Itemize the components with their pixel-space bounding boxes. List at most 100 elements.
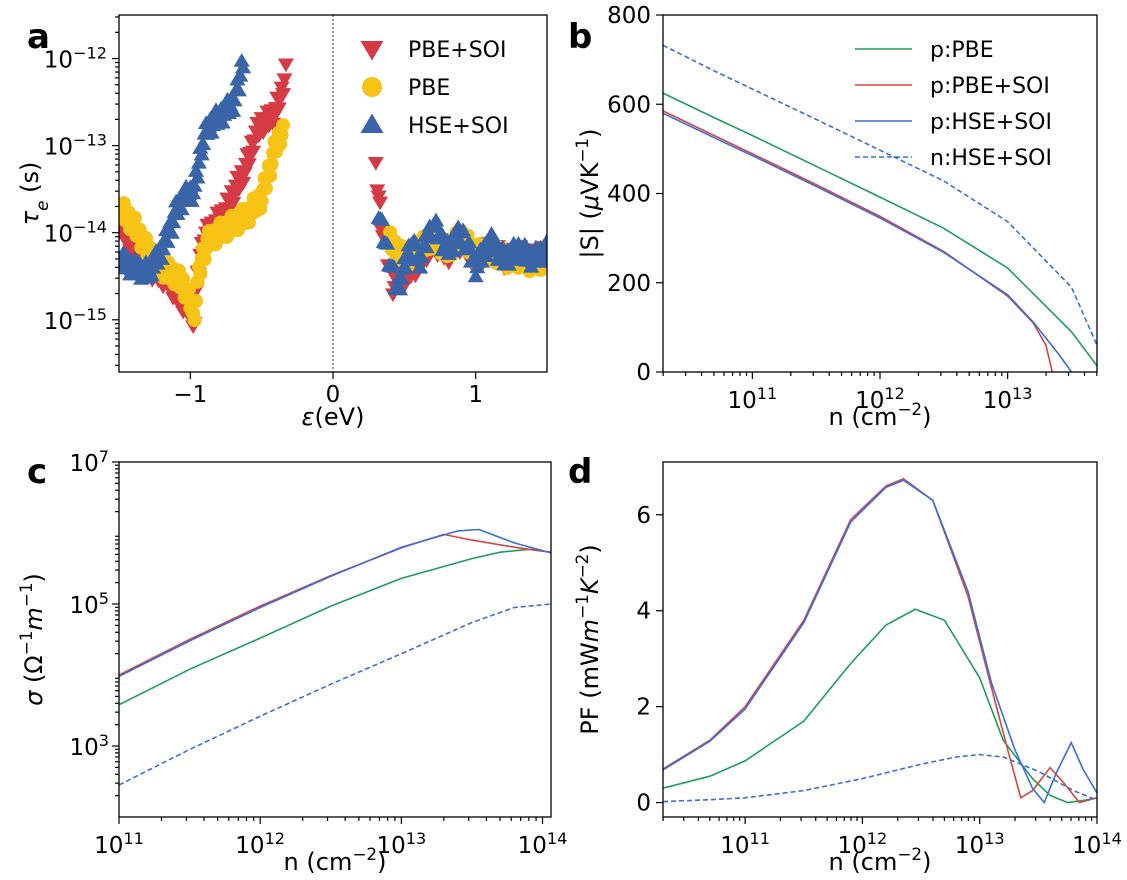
x-axis-label-d: n (cm−2) xyxy=(829,844,932,876)
series-line-p-pbe-soi xyxy=(663,110,1054,372)
x-tick-label-a: 0 xyxy=(326,382,341,408)
y-tick-label-d: 4 xyxy=(636,599,651,625)
series-line-p-hse-soi xyxy=(663,112,1073,372)
data-point-pbe xyxy=(254,193,269,208)
y-tick-label-d: 0 xyxy=(636,791,651,817)
legend-label-a: PBE xyxy=(408,76,450,101)
data-point-hse-soi xyxy=(392,281,409,296)
series-lines-c xyxy=(119,528,551,786)
data-point-pbe-soi xyxy=(372,196,389,211)
data-point-hse-soi xyxy=(235,59,252,74)
data-point-pbe xyxy=(264,157,279,172)
legend-label-b: p:HSE+SOI xyxy=(930,110,1052,135)
y-tick-label-c: 103 xyxy=(69,731,109,762)
y-axis-label-d: PF (mWm−1K−2) xyxy=(572,544,604,734)
legend-label-b: p:PBE xyxy=(930,38,994,63)
data-point-pbe-soi xyxy=(275,88,292,102)
series-line-n-hse-soi xyxy=(663,753,1097,803)
x-axis-label-c: n (cm−2) xyxy=(284,844,387,876)
data-point-hse-soi xyxy=(397,260,414,275)
x-tick-label-a: −1 xyxy=(173,382,207,408)
data-point-pbe xyxy=(263,168,278,183)
y-tick-label-b: 200 xyxy=(607,271,651,297)
y-axis-label-b: |S| (μVK−1) xyxy=(572,129,604,259)
y-tick-label-b: 800 xyxy=(607,3,651,29)
y-tick-label-c: 107 xyxy=(69,447,109,478)
plot-frame-b xyxy=(662,14,1098,373)
data-point-hse-soi xyxy=(143,267,160,282)
series-line-p-pbe xyxy=(663,92,1097,367)
data-point-pbe xyxy=(189,294,204,309)
series-line-p-hse-soi xyxy=(663,479,1097,805)
data-point-hse-soi xyxy=(413,249,430,264)
data-point-hse-soi xyxy=(214,114,231,129)
series-markers-a xyxy=(119,15,547,372)
data-point-hse-soi xyxy=(185,185,202,200)
x-tick-label-d: 1014 xyxy=(1072,829,1122,860)
legend-label-b: n:HSE+SOI xyxy=(930,146,1052,171)
y-tick-label-d: 2 xyxy=(636,695,651,721)
data-point-hse-soi xyxy=(427,212,445,227)
data-point-hse-soi xyxy=(538,232,547,247)
data-point-pbe xyxy=(258,181,273,196)
data-point-hse-soi xyxy=(195,136,212,150)
data-point-pbe-soi xyxy=(240,158,257,172)
plot-frame-c xyxy=(118,461,552,818)
x-tick-label-d: 1013 xyxy=(955,829,1005,860)
x-axis-label-a: ε(eV) xyxy=(302,403,365,431)
data-point-pbe xyxy=(193,266,208,281)
data-point-hse-soi xyxy=(190,154,207,169)
data-point-hse-soi xyxy=(406,232,423,247)
x-tick-label-b: 1013 xyxy=(983,384,1033,415)
x-tick-label-b: 1011 xyxy=(727,384,777,415)
data-point-pbe-soi xyxy=(270,102,287,117)
data-point-hse-soi xyxy=(155,241,172,256)
series-line-p-hse-soi xyxy=(119,528,551,678)
y-tick-label-b: 400 xyxy=(607,182,651,208)
x-tick-label-c: 1012 xyxy=(235,829,285,860)
data-point-hse-soi xyxy=(186,178,203,192)
data-point-hse-soi xyxy=(467,268,484,283)
data-point-hse-soi xyxy=(159,234,176,248)
data-point-hse-soi xyxy=(500,256,518,271)
series-lines-d xyxy=(663,477,1097,805)
data-point-hse-soi xyxy=(379,235,396,250)
data-point-pbe xyxy=(187,313,202,328)
panel-letter-d: d xyxy=(568,452,592,492)
data-point-pbe xyxy=(276,118,291,133)
y-tick-label-b: 0 xyxy=(636,360,651,386)
panel-letter-c: c xyxy=(27,452,47,492)
data-point-pbe xyxy=(127,210,142,225)
data-point-hse-soi xyxy=(461,234,478,249)
data-point-hse-soi xyxy=(226,92,243,107)
legend-label-b: p:PBE+SOI xyxy=(930,74,1050,99)
data-point-hse-soi xyxy=(183,193,200,207)
data-point-hse-soi xyxy=(393,271,410,285)
data-point-hse-soi xyxy=(454,222,472,237)
panel-letter-b: b xyxy=(568,17,592,57)
data-point-hse-soi xyxy=(374,212,391,226)
data-point-hse-soi xyxy=(173,201,190,216)
plot-frame-d xyxy=(662,461,1098,818)
x-tick-label-c: 1014 xyxy=(518,829,568,860)
data-point-pbe-soi xyxy=(367,156,384,171)
data-point-pbe xyxy=(176,271,191,286)
series-line-p-pbe xyxy=(119,548,551,706)
series-line-n-hse-soi xyxy=(663,44,1097,346)
y-tick-label-a: 10−12 xyxy=(44,43,107,74)
data-point-pbe-soi xyxy=(277,58,294,73)
x-axis-label-b: n (cm−2) xyxy=(829,399,932,431)
x-tick-label-b: 1012 xyxy=(855,384,905,415)
data-point-hse-soi xyxy=(233,53,250,67)
series-line-n-hse-soi xyxy=(119,603,551,786)
y-axis-label-a: τe (s) xyxy=(16,162,52,226)
x-tick-label-c: 1013 xyxy=(376,829,426,860)
data-point-hse-soi xyxy=(193,146,210,161)
y-tick-label-c: 105 xyxy=(69,589,109,620)
y-tick-label-a: 10−15 xyxy=(44,304,107,335)
data-point-pbe xyxy=(197,252,212,267)
data-point-hse-soi xyxy=(432,224,449,239)
data-point-hse-soi xyxy=(187,163,205,177)
data-point-hse-soi xyxy=(232,67,249,82)
